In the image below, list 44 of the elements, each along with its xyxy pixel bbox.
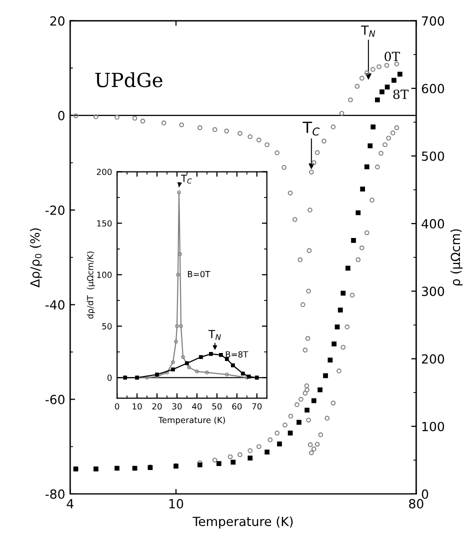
y2-tick-label: 400 bbox=[422, 219, 444, 228]
x-tick-label: 0 bbox=[114, 403, 120, 410]
y-tick-label: 0 bbox=[107, 374, 112, 381]
y-tick-label: -60 bbox=[45, 394, 64, 404]
y-tick-label: -40 bbox=[45, 300, 64, 310]
x-axis-title: Temperature (K) bbox=[192, 516, 293, 529]
annotation: B=0T bbox=[188, 270, 210, 278]
y2-tick-label: 0 bbox=[422, 489, 428, 499]
x-tick-label: 4 bbox=[66, 499, 74, 508]
x-tick-label: 40 bbox=[192, 403, 202, 410]
x-tick-label: 80 bbox=[409, 499, 424, 508]
y-tick-label: 0 bbox=[58, 110, 64, 120]
x-tick-label: 10 bbox=[132, 403, 142, 410]
y2-tick-label: 700 bbox=[422, 16, 444, 26]
y2-tick-label: 600 bbox=[422, 84, 444, 94]
y2-tick-label: 100 bbox=[422, 422, 444, 432]
x-tick-label: 60 bbox=[232, 403, 242, 410]
annotation: B=8T bbox=[226, 351, 248, 358]
y-tick-label: 100 bbox=[97, 272, 112, 278]
annotation: 8T bbox=[393, 90, 409, 100]
y-tick-label: -80 bbox=[45, 489, 64, 499]
x-tick-label: 70 bbox=[252, 403, 262, 410]
y-axis-title: Δρ/ρ$_{0}$ (%) bbox=[30, 228, 42, 288]
annotation: T$_{N}$ bbox=[361, 26, 376, 37]
annotation: 0T bbox=[384, 52, 400, 62]
y-tick-label: -20 bbox=[45, 206, 64, 215]
annotation: UPdGe bbox=[95, 72, 162, 88]
y-tick-label: 20 bbox=[50, 16, 64, 26]
annotation: T$_{C}$ bbox=[180, 174, 192, 184]
x-tick-label: 20 bbox=[152, 403, 162, 410]
y-tick-label: 200 bbox=[96, 168, 112, 176]
x-tick-label: 30 bbox=[172, 403, 182, 410]
y-axis-title: dρ/dT (μΩcm/K) bbox=[86, 252, 95, 319]
x-tick-label: 10 bbox=[169, 499, 184, 508]
x-tick-label: 50 bbox=[212, 403, 222, 410]
y2-tick-label: 500 bbox=[422, 151, 444, 161]
annotation: T$_{N}$ bbox=[208, 330, 221, 340]
y2-axis-title: ρ (μΩcm) bbox=[450, 229, 463, 286]
annotation: T$_{C}$ bbox=[302, 122, 320, 136]
y2-tick-label: 200 bbox=[422, 354, 444, 364]
y-tick-label: 50 bbox=[102, 323, 112, 330]
y2-tick-label: 300 bbox=[422, 286, 444, 296]
x-axis-title: Temperature (K) bbox=[158, 416, 225, 425]
y-tick-label: 150 bbox=[97, 220, 112, 227]
